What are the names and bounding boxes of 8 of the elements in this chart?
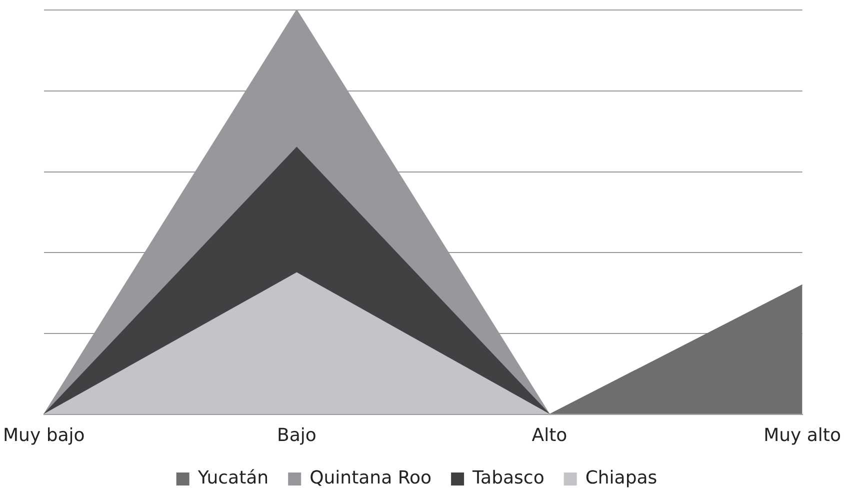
- legend-label: Chiapas: [585, 468, 658, 489]
- x-tick-label: Muy alto: [764, 424, 842, 446]
- x-tick-label: Muy bajo: [2, 424, 85, 446]
- x-tick-label: Alto: [532, 424, 568, 446]
- x-tick-label: Bajo: [276, 424, 316, 446]
- legend-label: Yucatán: [196, 468, 269, 489]
- legend-label: Quintana Roo: [310, 468, 432, 489]
- legend-label: Tabasco: [472, 468, 544, 489]
